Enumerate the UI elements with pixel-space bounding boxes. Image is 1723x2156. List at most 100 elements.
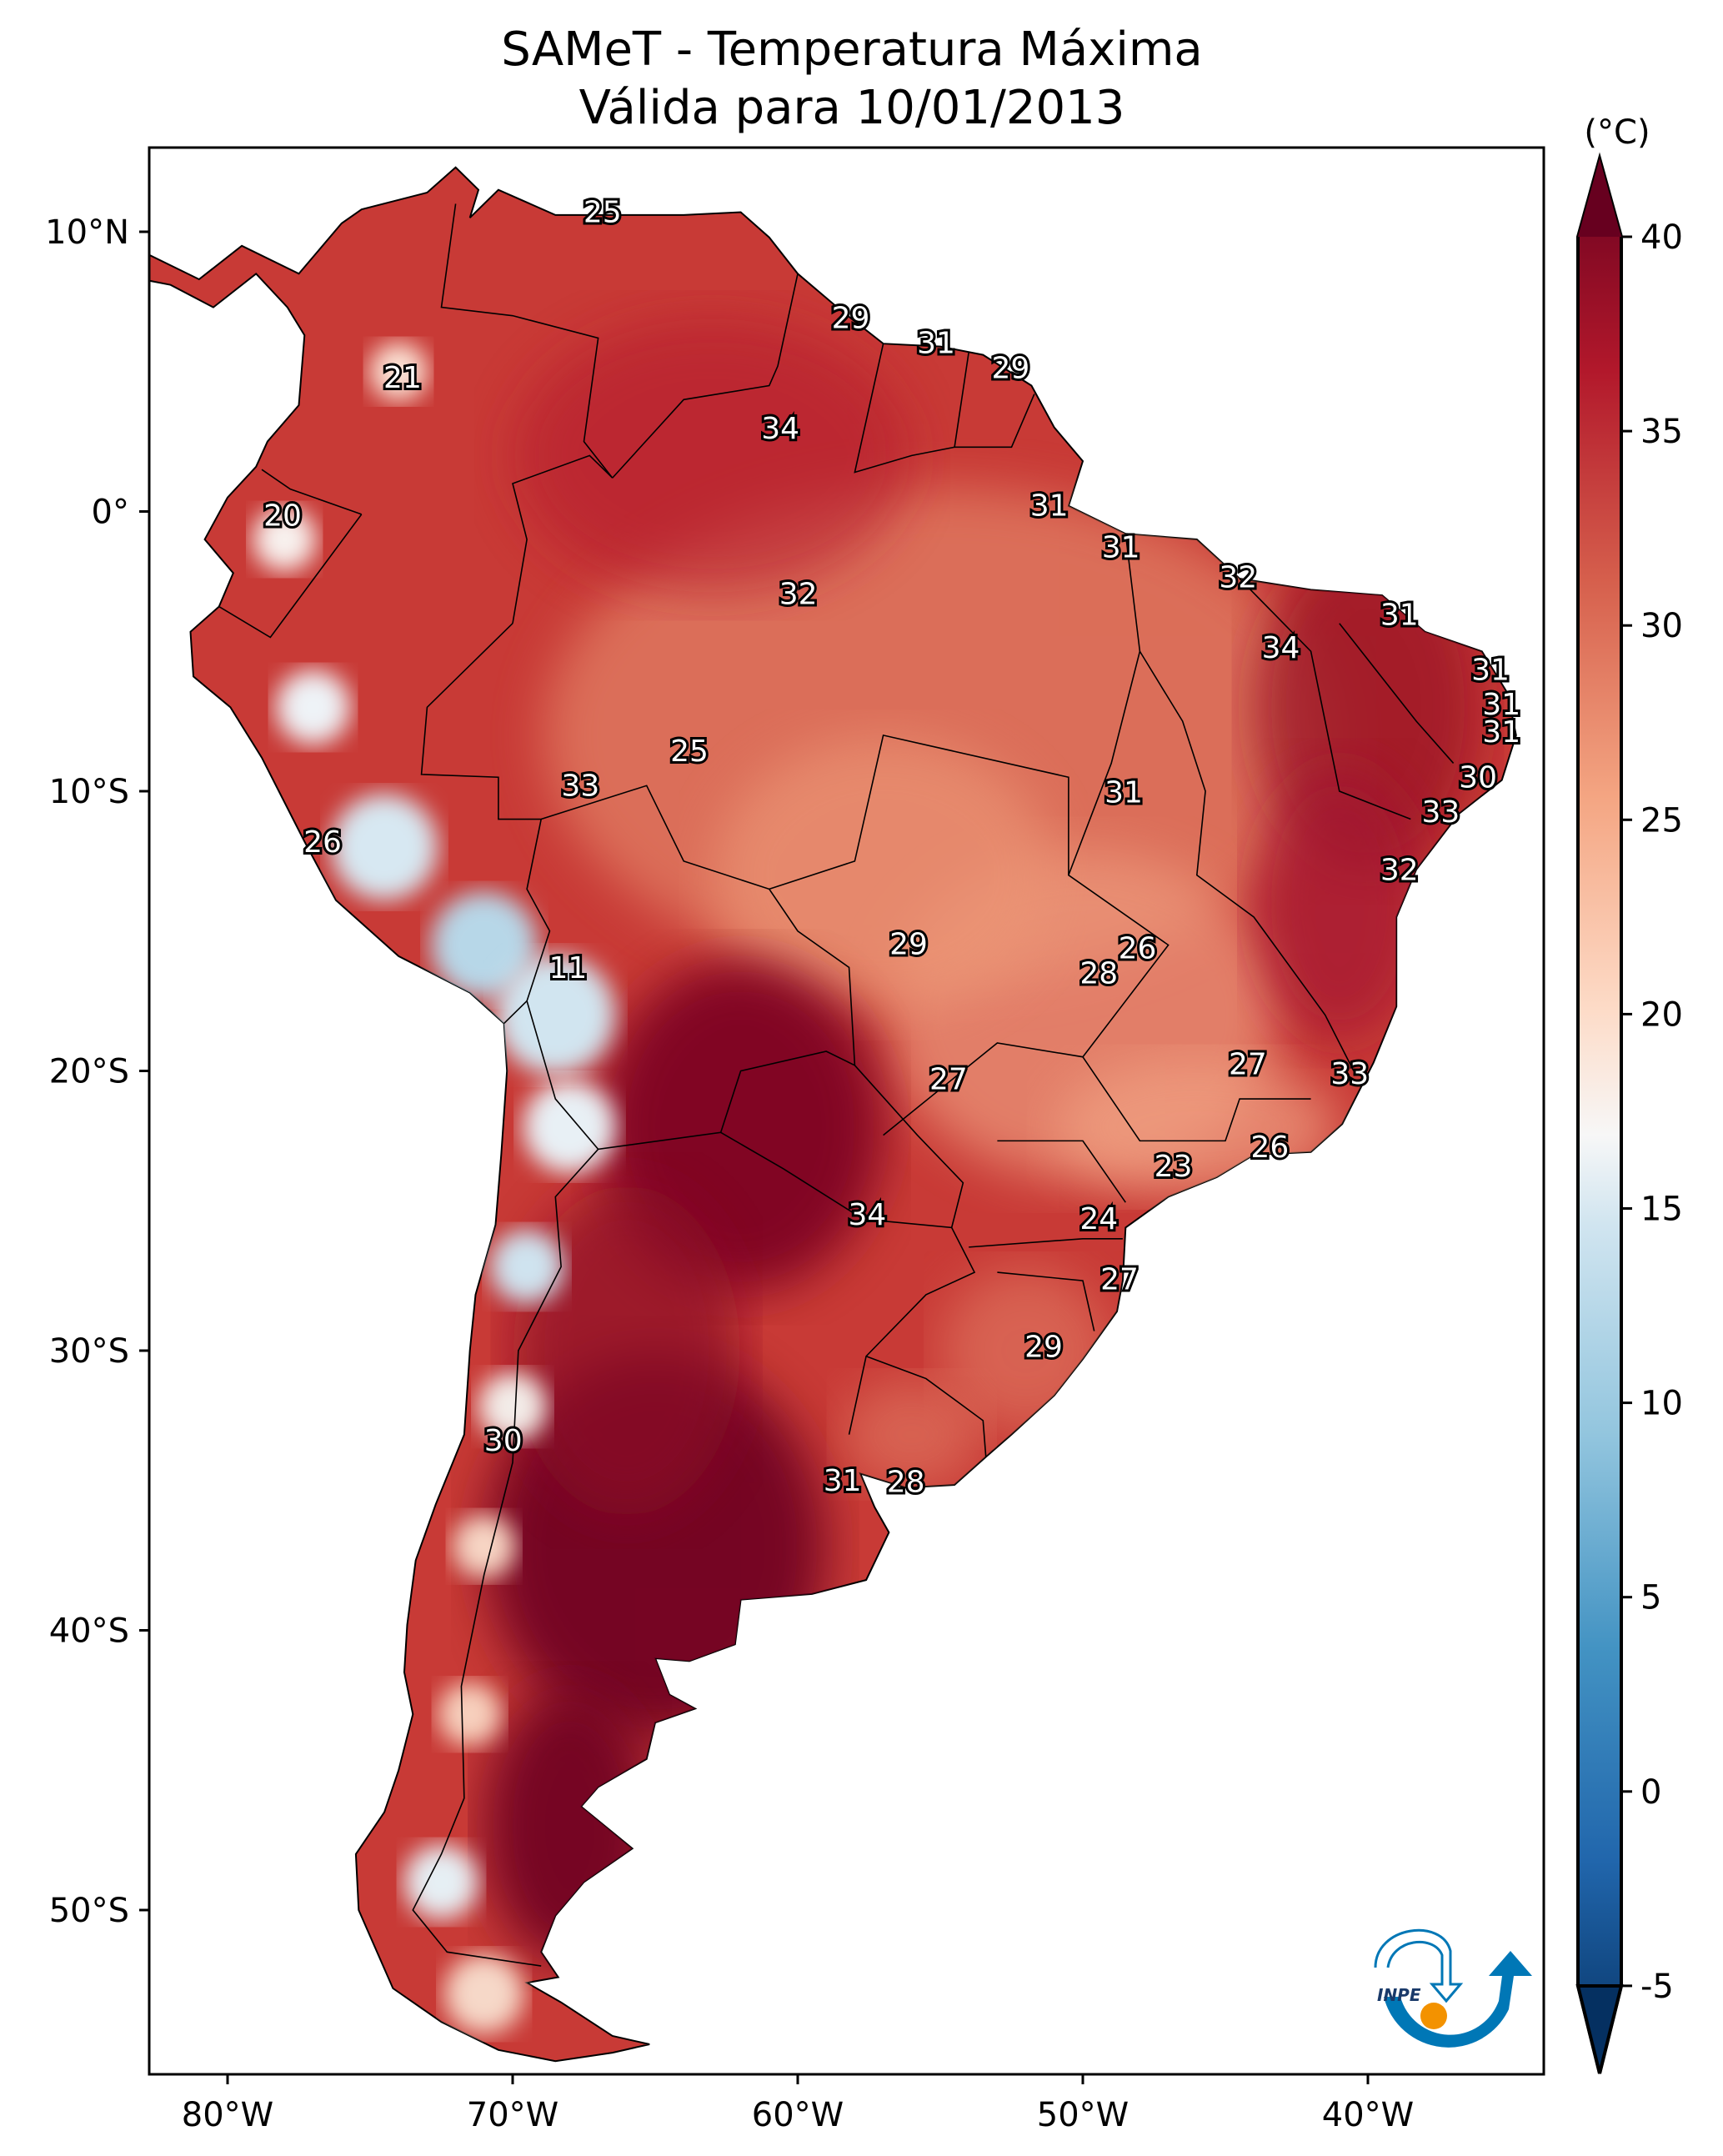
contour-label: 30 (1459, 761, 1497, 795)
lat-tick-label: 0° (92, 494, 129, 532)
andes-cool-region (275, 669, 351, 745)
lat-tick-label: 20°S (49, 1053, 129, 1091)
border-line (612, 273, 799, 479)
contour-label: 11 (549, 951, 588, 985)
lat-tick-label: 50°S (49, 1892, 129, 1930)
lon-tick-label: 40°W (1322, 2096, 1414, 2134)
andes-cool-region (430, 891, 538, 999)
border-line (440, 203, 614, 479)
border-line (412, 1148, 599, 1967)
andes-cool-region (253, 507, 317, 572)
contour-label: 34 (1262, 631, 1300, 665)
lat-tick-label: 30°S (49, 1332, 129, 1371)
border-line (1082, 1056, 1311, 1142)
contour-label: 20 (263, 499, 302, 533)
temperature-region (840, 1379, 983, 1490)
contour-label: 29 (889, 928, 928, 962)
colorbar: (°C) 40 35 30 25 20 15 10 5 0 -5 (1575, 113, 1683, 2074)
lat-tick-label: 10°S (49, 773, 129, 811)
border-line (1239, 578, 1411, 820)
colorbar-min-extend (1575, 1984, 1624, 2074)
contour-label: 31 (1380, 598, 1419, 632)
border-line (865, 1355, 987, 1457)
contour-label: 25 (670, 735, 709, 769)
title-line-1: SAMeT - Temperatura Máxima (501, 23, 1203, 77)
andes-cool-region (495, 955, 616, 1075)
border-line (969, 1238, 1123, 1248)
contour-label: 26 (1119, 932, 1157, 966)
contour-label: 33 (561, 769, 599, 803)
colorbar-tick-label: 0 (1640, 1773, 1661, 1812)
contour-label: 26 (303, 825, 342, 860)
border-line (512, 454, 614, 624)
temperature-region (513, 1186, 740, 1516)
contour-label: 27 (1229, 1048, 1267, 1082)
map-frame (148, 146, 1545, 2076)
contour-label: 34 (761, 412, 799, 446)
contour-label: 32 (1380, 853, 1419, 887)
andes-cool-region (443, 1953, 524, 2034)
andes-cool-region (438, 1682, 503, 1747)
border-line (883, 534, 1170, 1136)
contour-label: 31 (1030, 489, 1069, 524)
title-line-2: Válida para 10/01/2013 (579, 81, 1125, 135)
colorbar-tick-label: 15 (1640, 1191, 1683, 1229)
contour-label: 28 (887, 1466, 925, 1500)
andes-cool-region (403, 1844, 479, 1920)
contour-label: 32 (779, 578, 818, 612)
temperature-region (484, 1688, 655, 1964)
temperature-region (513, 318, 911, 594)
contour-label: 31 (1104, 776, 1143, 810)
inpe-logo-text: INPE (1377, 1985, 1421, 2005)
colorbar-tick-label: 5 (1640, 1579, 1661, 1617)
colorbar-tick-label: 20 (1640, 995, 1683, 1034)
colorbar-unit: (°C) (1584, 113, 1650, 152)
contour-label: 26 (1250, 1131, 1289, 1165)
contour-label: 27 (1100, 1263, 1139, 1297)
contour-label: 33 (1330, 1057, 1369, 1091)
andes-cool-region (452, 1514, 517, 1579)
temperature-region (713, 737, 1054, 1013)
colorbar-tick-label: 35 (1640, 413, 1683, 451)
colorbar-tick-label: -5 (1640, 1968, 1674, 2006)
map-area (149, 166, 1517, 2063)
border-line (420, 623, 551, 1025)
contour-label: 25 (584, 195, 622, 229)
border-line (997, 1271, 1095, 1331)
latitude-axis: 10°N 0° 10°S 20°S 30°S 40°S 50°S (45, 213, 149, 1930)
contour-label: 21 (383, 361, 422, 395)
border-line (769, 734, 1069, 890)
andes-cool-region (489, 1229, 564, 1305)
temperature-region (1254, 765, 1425, 1041)
lon-tick-label: 70°W (467, 2096, 558, 2134)
colorbar-tick-label: 30 (1640, 607, 1683, 645)
lat-tick-label: 10°N (45, 213, 129, 252)
lon-tick-label: 60°W (752, 2096, 844, 2134)
contour-label: 29 (832, 302, 870, 336)
colorbar-bar (1576, 152, 1623, 2074)
colorbar-max-extend (1578, 158, 1621, 237)
border-line (1139, 650, 1355, 1071)
lat-tick-label: 40°S (49, 1612, 129, 1651)
border-line (954, 394, 1035, 449)
border-line (997, 1140, 1126, 1203)
contour-label: 31 (1482, 715, 1520, 750)
contour-label: 28 (1079, 956, 1118, 990)
contour-label: 31 (824, 1464, 862, 1498)
border-line (261, 469, 363, 515)
andes-cool-region (478, 1371, 548, 1442)
border-line (854, 343, 969, 474)
longitude-axis: 80°W 70°W 60°W 50°W 40°W (182, 2074, 1414, 2134)
border-line (1339, 623, 1455, 764)
contour-label: 23 (1155, 1150, 1193, 1184)
contour-label: 29 (1024, 1331, 1063, 1365)
andes-cool-region (331, 794, 438, 901)
contour-label: 31 (1482, 688, 1520, 722)
contour-label: 30 (484, 1424, 523, 1458)
andes-cool-region (523, 1080, 617, 1174)
border-line (848, 1227, 976, 1435)
lon-tick-label: 50°W (1037, 2096, 1129, 2134)
contour-label: 34 (848, 1198, 886, 1232)
